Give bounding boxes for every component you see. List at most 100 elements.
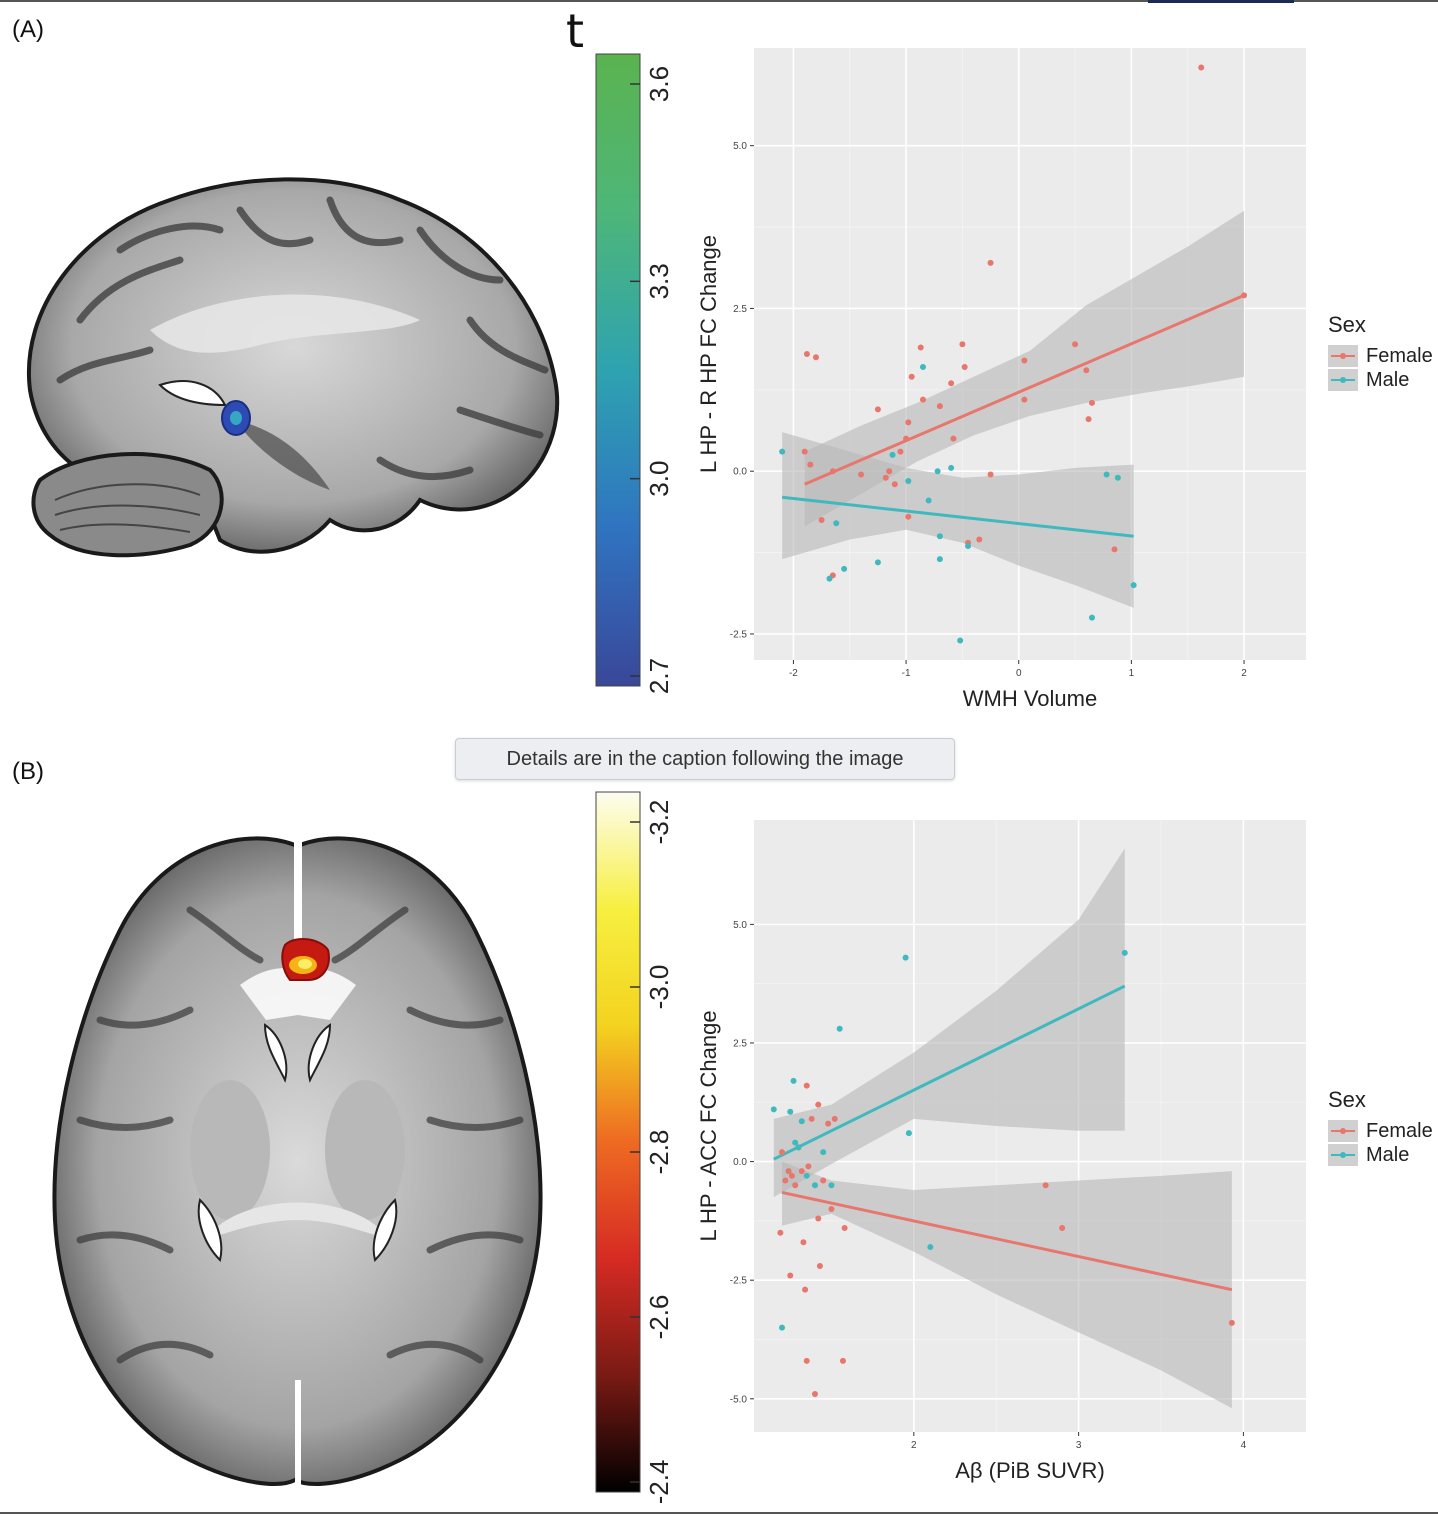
basal-ganglia-right	[325, 1080, 405, 1220]
chart-0-ytick-label: -2.5	[730, 629, 748, 640]
confidence-band-male	[773, 848, 1125, 1198]
data-point-female	[787, 1272, 794, 1279]
data-point-female	[961, 364, 968, 371]
data-point-female	[815, 1215, 822, 1222]
chart-0-xtick-label: -2	[789, 668, 798, 679]
legend-a-male-label: Male	[1366, 368, 1410, 391]
data-point-female	[816, 1262, 823, 1269]
data-point-female	[803, 1082, 810, 1089]
lateral-ventricles-posterior	[197, 1198, 398, 1262]
legend-a-female-label: Female	[1366, 344, 1433, 367]
data-point-male	[936, 533, 943, 540]
chart-1-xtick-label: 2	[911, 1440, 917, 1451]
data-point-female	[820, 1177, 827, 1184]
data-point-female	[839, 1357, 846, 1364]
data-point-male	[803, 1172, 810, 1179]
legend-b-female-label: Female	[1366, 1119, 1433, 1142]
chart-0-ytick-label: 0.0	[733, 467, 747, 478]
legend-b-male-label: Male	[1366, 1143, 1410, 1166]
data-point-female	[779, 1149, 786, 1156]
colorbar-0-tick-label: 2.7	[644, 658, 674, 694]
data-point-male	[934, 468, 941, 475]
fit-line-male	[781, 495, 1134, 538]
data-point-female	[897, 448, 904, 455]
caption-tooltip: Details are in the caption following the…	[455, 738, 955, 780]
legend-a-male: Male	[1328, 368, 1433, 392]
data-point-female	[903, 435, 910, 442]
data-point-male	[965, 543, 972, 550]
splenium-shape	[205, 1202, 390, 1240]
panel-label-b: (B)	[12, 758, 44, 785]
legend-a-title: Sex	[1328, 312, 1366, 337]
legend-a-female: Female	[1328, 344, 1433, 368]
colorbar-0-tick-label: 3.0	[644, 461, 674, 497]
chart-0-xtick-label: 1	[1129, 668, 1135, 679]
fit-line-female	[804, 294, 1245, 486]
colorbar-0-tick-label: 3.3	[644, 263, 674, 299]
data-point-female	[798, 1168, 805, 1175]
data-point-female	[792, 1182, 799, 1189]
data-point-male	[779, 448, 786, 455]
data-point-male	[833, 520, 840, 527]
colorbar-1-tick-label: -2.8	[644, 1130, 674, 1175]
colorbar-1-tick-label: -2.4	[644, 1460, 674, 1503]
data-point-female	[788, 1172, 795, 1179]
data-point-female	[1021, 357, 1028, 364]
sagittal-brain-image	[26, 177, 560, 558]
chart-1-xlabel: Aβ (PiB SUVR)	[955, 1458, 1105, 1483]
data-point-female	[811, 1391, 818, 1398]
data-point-female	[1198, 64, 1205, 71]
data-point-female	[882, 474, 889, 481]
colorbar-1-tick-label: -3.2	[644, 800, 674, 845]
scatter-chart-b: 2 3 4 -5.0 -2.5 0.0 2.5 5.0 Aβ (PiB SUVR) L HP - …	[696, 820, 1306, 1483]
confidence-band-female	[804, 210, 1245, 527]
data-point-male	[889, 451, 896, 458]
data-point-female	[987, 259, 994, 266]
data-point-male	[811, 1182, 818, 1189]
data-point-female	[807, 461, 814, 468]
legend-b-title: Sex	[1328, 1087, 1366, 1112]
basal-ganglia-left	[190, 1080, 270, 1220]
data-point-female	[801, 448, 808, 455]
fit-line-male	[773, 984, 1126, 1161]
data-point-female	[886, 468, 893, 475]
hippocampus-shape	[235, 420, 330, 490]
chart-0-ytick-label: 5.0	[733, 141, 747, 152]
colorbar-1-tick-label: -3.0	[644, 965, 674, 1010]
data-point-female	[802, 1286, 809, 1293]
data-point-female	[1059, 1225, 1066, 1231]
data-point-female	[948, 380, 955, 387]
data-point-male	[919, 364, 926, 371]
data-point-female	[1085, 416, 1092, 423]
data-point-male	[790, 1077, 797, 1084]
chart-0-ytick-label: 2.5	[733, 304, 747, 315]
chart-1-xtick-label: 3	[1076, 1440, 1082, 1451]
data-point-female	[1241, 292, 1248, 299]
data-point-female	[831, 1115, 838, 1122]
data-point-female	[936, 403, 943, 410]
chart-0-xtick-label: 2	[1241, 668, 1247, 679]
lateral-ventricles-anterior	[263, 1023, 332, 1083]
data-point-female	[785, 1168, 792, 1175]
colorbar-a-title: t	[566, 4, 585, 58]
chart-1-ytick-label: -2.5	[730, 1276, 748, 1287]
legend-b-male-key	[1328, 1144, 1358, 1166]
data-point-male	[874, 559, 881, 566]
data-point-female	[825, 1120, 832, 1127]
data-point-female	[812, 354, 819, 361]
frontal-white-matter	[240, 968, 356, 1020]
data-point-male	[925, 497, 932, 504]
data-point-female	[917, 344, 924, 351]
chart-1-ylabel: L HP - ACC FC Change	[696, 1010, 721, 1241]
data-point-male	[770, 1106, 777, 1113]
colorbar-a: 3.6 3.3 3.0 2.7	[595, 53, 674, 694]
chart-1-ytick-label: 2.5	[733, 1038, 747, 1049]
data-point-female	[1228, 1319, 1235, 1326]
data-point-male	[787, 1108, 794, 1115]
data-point-male	[792, 1139, 799, 1146]
data-point-female	[1072, 341, 1079, 348]
chart-0-xtick-label: 0	[1016, 668, 1022, 679]
data-point-male	[1121, 949, 1128, 956]
data-point-male	[1088, 614, 1095, 621]
data-point-female	[1111, 546, 1118, 553]
